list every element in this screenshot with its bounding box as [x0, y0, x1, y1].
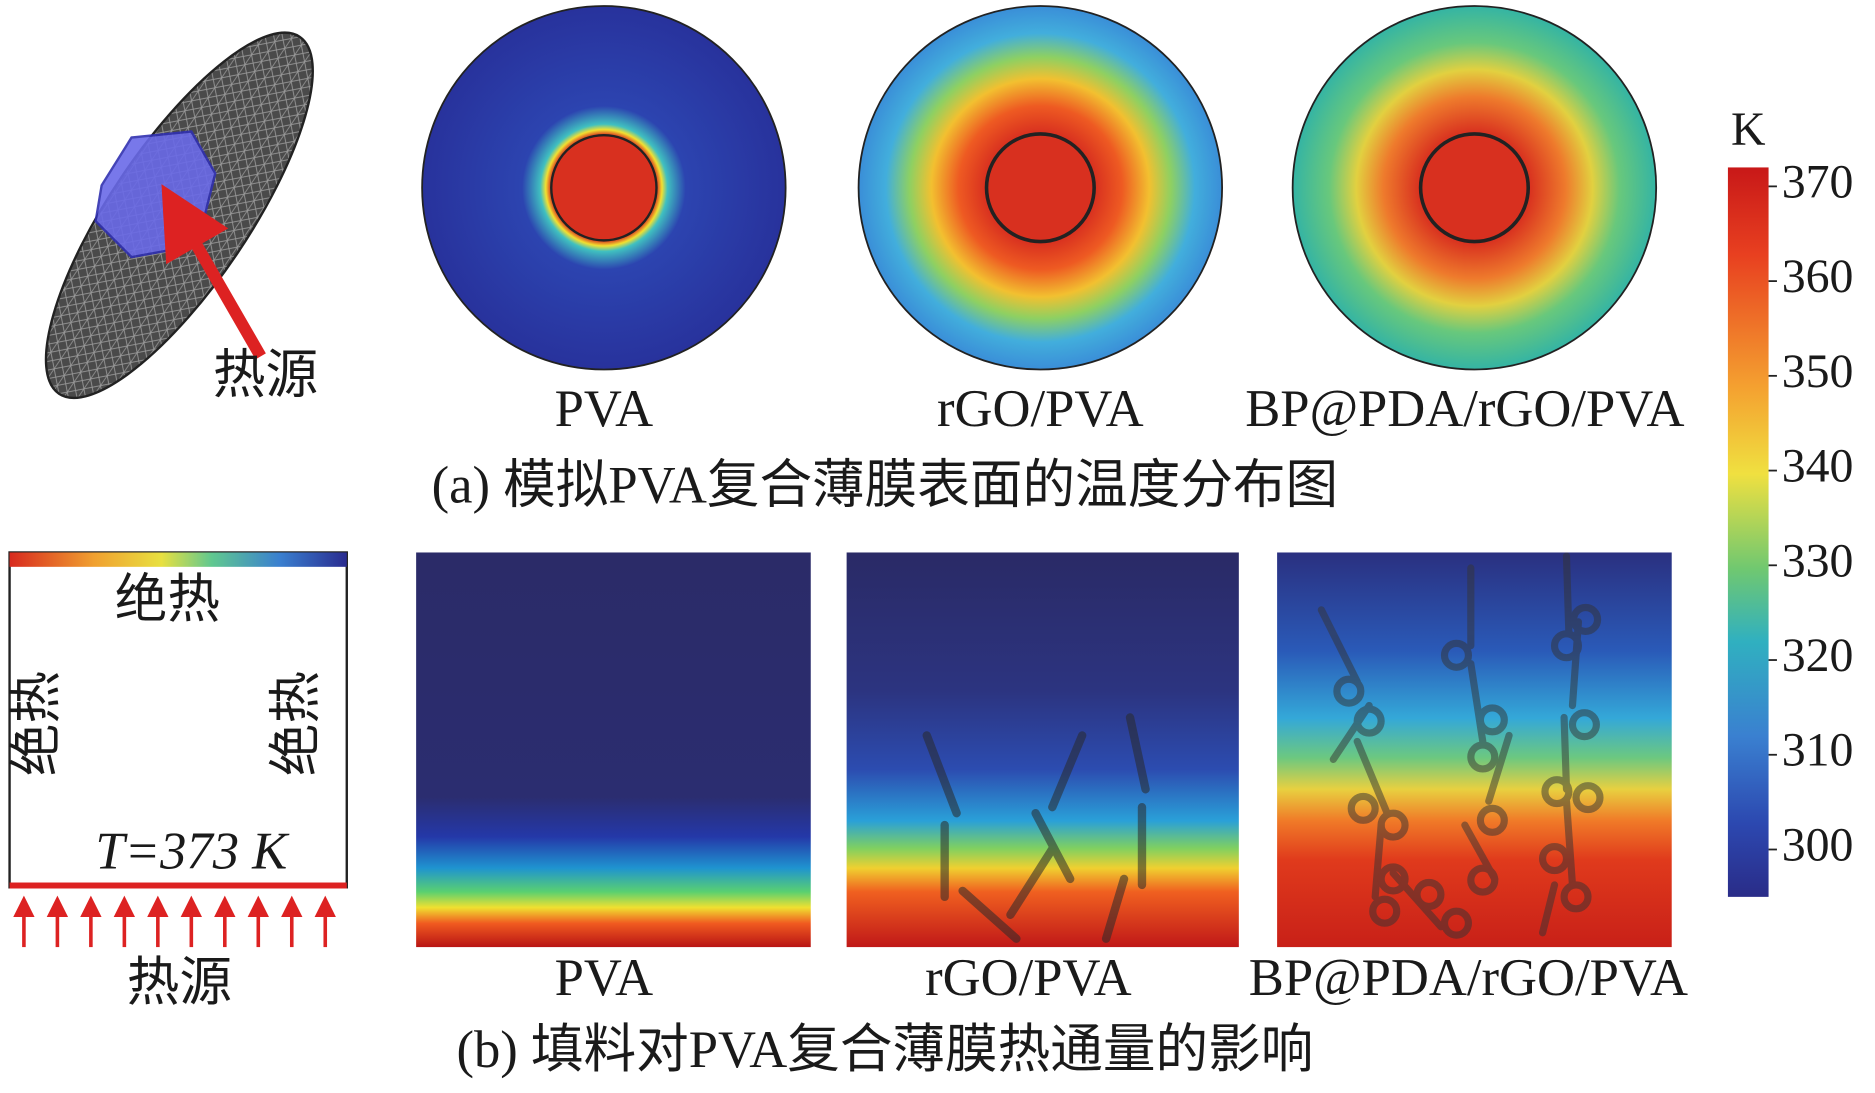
heat-arrows [13, 895, 337, 948]
colorbar-tick-label: 350 [1782, 345, 1854, 398]
flux-map-rgo [846, 552, 1239, 948]
source-label: 热源 [127, 954, 232, 1012]
sample-label: rGO/PVA [937, 380, 1144, 438]
disk-rgo [857, 5, 1223, 371]
colorbar-tick-label: 300 [1782, 818, 1854, 871]
sample-label: rGO/PVA [925, 949, 1132, 1007]
sample-label: PVA [555, 949, 653, 1007]
flux-map-pva [416, 552, 811, 948]
insulated-label: 绝热 [267, 671, 325, 776]
colorbar-tick-label: 370 [1782, 155, 1854, 208]
sample-label: BP@PDA/rGO/PVA [1249, 949, 1688, 1007]
disk-bp [1291, 5, 1658, 371]
caption: (b) 填料对PVA复合薄膜热通量的影响 [456, 1021, 1313, 1079]
sample-label: PVA [555, 380, 653, 438]
colorbar [1727, 167, 1769, 897]
heated-edge [9, 882, 347, 889]
caption: (a) 模拟PVA复合薄膜表面的温度分布图 [432, 456, 1339, 514]
source-arrow [161, 184, 266, 360]
colorbar-tick-label: 360 [1782, 250, 1854, 303]
source-label: 热源 [213, 346, 318, 404]
colorbar-tick-label: 320 [1782, 629, 1854, 682]
sample-label: BP@PDA/rGO/PVA [1245, 380, 1684, 438]
boundary-temperature: T=373 K [95, 822, 290, 880]
colorbar-tick-label: 330 [1782, 534, 1854, 587]
disk-pva [421, 5, 787, 371]
flux-map-bp [1277, 552, 1672, 948]
colorbar-tick-label: 340 [1782, 440, 1854, 493]
colorbar-unit: K [1731, 103, 1766, 156]
colorbar-tick-label: 310 [1782, 724, 1854, 777]
schematic-gradient [9, 552, 347, 567]
insulated-label: 绝热 [8, 671, 66, 776]
insulated-label: 绝热 [115, 571, 220, 629]
